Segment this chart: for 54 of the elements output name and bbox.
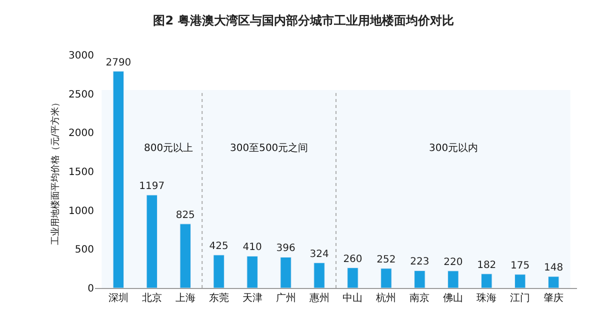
x-tick-label: 上海 bbox=[175, 292, 196, 304]
band-label: 300至500元之间 bbox=[230, 142, 308, 154]
x-tick-label: 天津 bbox=[242, 292, 262, 304]
x-tick-label: 惠州 bbox=[308, 292, 330, 304]
bar bbox=[481, 274, 492, 288]
data-label: 825 bbox=[176, 210, 195, 221]
data-label: 148 bbox=[544, 262, 564, 274]
x-tick-label: 佛山 bbox=[443, 292, 464, 304]
data-label: 175 bbox=[510, 260, 530, 272]
data-label: 324 bbox=[310, 248, 329, 260]
x-tick-label: 中山 bbox=[342, 292, 363, 304]
bar bbox=[514, 274, 526, 288]
band-label: 300元以内 bbox=[429, 142, 478, 154]
data-label: 410 bbox=[242, 242, 262, 254]
data-label: 260 bbox=[343, 254, 362, 265]
bar bbox=[380, 268, 392, 288]
bar bbox=[448, 270, 459, 288]
x-tick-label: 珠海 bbox=[476, 292, 497, 304]
data-label: 425 bbox=[209, 240, 228, 252]
x-tick-label: 江门 bbox=[510, 292, 530, 304]
bar bbox=[280, 256, 292, 288]
bar bbox=[146, 194, 158, 288]
y-tick-label: 0 bbox=[88, 284, 94, 294]
bar bbox=[213, 254, 224, 288]
data-label: 252 bbox=[376, 254, 396, 266]
data-label: 223 bbox=[410, 256, 430, 268]
chart-title: 图2 粤港澳大湾区与国内部分城市工业用地楼面均价对比 bbox=[153, 14, 454, 28]
bar bbox=[180, 224, 191, 288]
y-tick-label: 1000 bbox=[68, 206, 94, 217]
band-label: 800元以上 bbox=[144, 142, 194, 154]
y-tick-label: 2500 bbox=[68, 89, 94, 100]
x-tick-label: 广州 bbox=[276, 292, 296, 304]
y-tick-label: 3000 bbox=[68, 50, 94, 62]
y-tick-label: 2000 bbox=[68, 128, 94, 140]
x-tick-label: 深圳 bbox=[108, 292, 128, 304]
x-tick-label: 南京 bbox=[410, 292, 430, 304]
y-axis-title: 工业用地楼面平均价格（元/平方米） bbox=[50, 98, 61, 246]
data-label: 396 bbox=[276, 243, 296, 254]
data-label: 182 bbox=[477, 260, 496, 271]
x-tick-label: 肇庆 bbox=[544, 292, 564, 304]
bar bbox=[414, 270, 426, 288]
bar bbox=[548, 276, 560, 288]
data-label: 1197 bbox=[139, 181, 165, 192]
data-label: 220 bbox=[444, 256, 463, 268]
y-tick-label: 500 bbox=[74, 244, 94, 256]
bar bbox=[314, 262, 325, 288]
x-tick-label: 杭州 bbox=[375, 292, 396, 304]
data-label: 2790 bbox=[106, 57, 132, 68]
y-tick-label: 1500 bbox=[68, 167, 94, 178]
x-tick-label: 东莞 bbox=[208, 292, 229, 304]
bar bbox=[246, 256, 258, 288]
bar bbox=[112, 71, 124, 288]
x-tick-label: 北京 bbox=[142, 292, 162, 304]
bar bbox=[347, 268, 358, 288]
